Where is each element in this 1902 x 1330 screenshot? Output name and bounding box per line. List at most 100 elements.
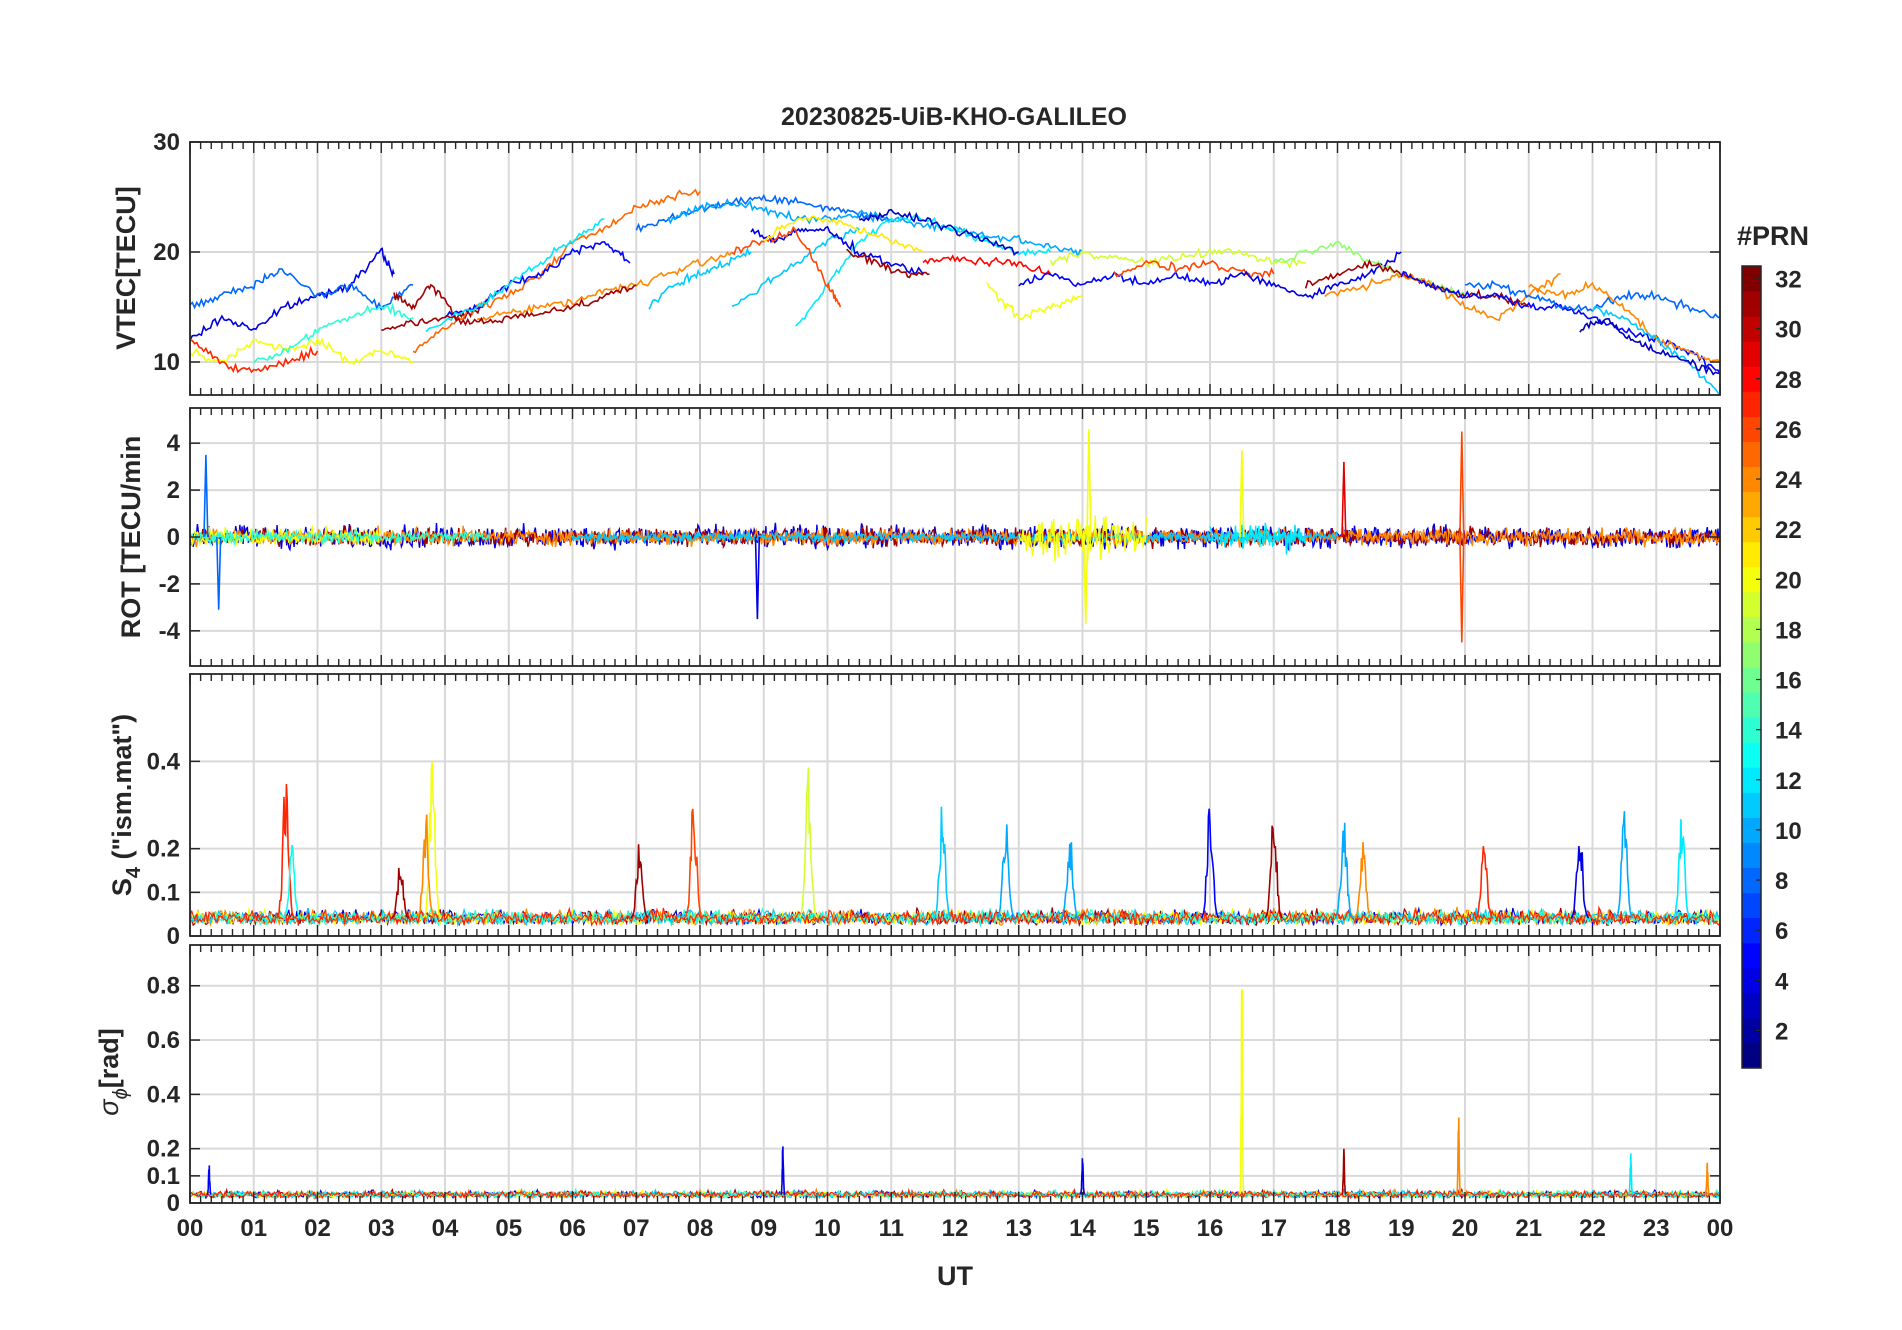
colorbar-swatch-prn-22 <box>1742 516 1761 543</box>
x-tick-label: 00 <box>177 1215 204 1242</box>
x-tick-label: 05 <box>495 1215 522 1242</box>
panel-sigma-ytick-label: 0.1 <box>147 1163 180 1190</box>
rot-peak-prn-4 <box>754 536 761 620</box>
panel-rot-ytick-label: 0 <box>167 524 180 551</box>
rot-peak-prn-20 <box>1239 450 1245 538</box>
chart-title: 20230825-UiB-KHO-GALILEO <box>781 103 1127 131</box>
vtec-series-prn-8 <box>190 268 414 312</box>
rot-peak-prn-20 <box>1086 429 1092 538</box>
panel-vtec-ytick-label: 10 <box>153 349 180 376</box>
colorbar-swatch-prn-15 <box>1742 692 1761 718</box>
panel-s4-ytick-label: 0.2 <box>147 836 180 863</box>
vtec-series-prn-27 <box>190 339 319 374</box>
x-tick-label: 19 <box>1388 1215 1415 1242</box>
s4-ylabel-s: S <box>107 878 137 896</box>
colorbar-swatch-prn-29 <box>1742 341 1761 367</box>
vtec-series-prn-24 <box>1324 272 1561 322</box>
rot-series-prn-12 <box>1209 522 1307 555</box>
panel-vtec-axes: 10 20 30 <box>153 129 1721 396</box>
colorbar-swatch-prn-17 <box>1742 641 1761 668</box>
panel-sigma-burst-prn-4 <box>780 1146 786 1196</box>
x-axis-label: UT <box>937 1261 973 1291</box>
x-tick-label: 10 <box>814 1215 841 1242</box>
panel-sigma-ytick-label: 0 <box>167 1190 180 1217</box>
panel-s4-lines <box>190 761 1720 928</box>
panel-vtec-lines <box>190 188 1720 395</box>
colorbar-label: #PRN <box>1737 221 1809 251</box>
x-tick-label: 18 <box>1324 1215 1351 1242</box>
panel-rot: -4 -2 0 2 4 ROT [TECU/min <box>116 407 1721 667</box>
vtec-series-prn-4 <box>190 247 395 341</box>
panel-sigma-burst-prn-5 <box>206 1165 212 1196</box>
panel-s4-burst-prn-27 <box>1474 846 1494 919</box>
x-tick-label: 23 <box>1643 1215 1670 1242</box>
colorbar-swatch-prn-11 <box>1742 792 1761 818</box>
panel-sigma: 00.10.2 0.4 0.6 0.8 σϕ[rad] <box>94 944 1721 1217</box>
colorbar-swatch-prn-7 <box>1742 892 1761 919</box>
panel-s4-burst-prn-24 <box>416 814 436 919</box>
colorbar-swatch-prn-1 <box>1742 1042 1761 1069</box>
colorbar-swatch-prn-18 <box>1742 616 1761 643</box>
panel-s4-burst-prn-5 <box>1200 808 1220 919</box>
vtec-series-prn-3 <box>1579 318 1720 376</box>
panel-rot-ytick-label: -2 <box>159 571 180 598</box>
rot-peak-prn-29 <box>1341 461 1347 538</box>
x-tick-label: 17 <box>1260 1215 1287 1242</box>
x-tick-label: 15 <box>1133 1215 1160 1242</box>
vtec-series-prn-31 <box>393 283 484 322</box>
x-tick-label: 14 <box>1069 1215 1096 1242</box>
colorbar-tick-label: 8 <box>1775 868 1788 895</box>
colorbar-swatch-prn-24 <box>1742 466 1761 493</box>
colorbar-swatch-prn-30 <box>1742 316 1761 342</box>
panel-s4-noise-prn-27 <box>190 905 1720 927</box>
panel-sigma-ytick-label: 0.6 <box>147 1027 180 1054</box>
colorbar-swatch-prn-21 <box>1742 541 1761 568</box>
panel-s4-burst-prn-19 <box>798 767 818 919</box>
sigma-ylabel-sigma: σ <box>94 1098 124 1116</box>
panel-sigma-ylabel: σϕ[rad] <box>94 1028 132 1115</box>
panel-s4-burst-prn-11 <box>932 806 952 919</box>
panel-s4-burst-prn-10 <box>1614 811 1634 919</box>
colorbar-tick-label: 6 <box>1775 918 1788 945</box>
colorbar-swatch-prn-8 <box>1742 867 1761 894</box>
colorbar-tick-label: 18 <box>1775 617 1802 644</box>
panel-s4-burst-prn-31 <box>391 867 410 919</box>
panel-sigma-axes: 00.10.2 0.4 0.6 0.8 <box>147 944 1721 1217</box>
panel-rot-axes: -4 -2 0 2 4 <box>159 407 1721 667</box>
panel-rot-ytick-label: 2 <box>167 477 180 504</box>
vtec-series-prn-24 <box>1528 280 1720 364</box>
colorbar-tick-label: 22 <box>1775 517 1802 544</box>
colorbar-swatch-prn-6 <box>1742 917 1761 944</box>
panel-s4-burst-prn-10 <box>1334 822 1354 919</box>
colorbar-swatch-prn-32 <box>1742 266 1761 292</box>
panel-vtec-ytick-label: 30 <box>153 129 180 156</box>
vtec-series-prn-4 <box>750 225 924 275</box>
vtec-series-prn-5 <box>444 241 631 318</box>
vtec-series-prn-24 <box>476 251 733 322</box>
rot-series-prn-14 <box>190 527 491 547</box>
colorbar-tick-label: 30 <box>1775 317 1802 344</box>
vtec-series-prn-19 <box>1049 247 1306 269</box>
vtec-series-prn-21 <box>763 215 924 253</box>
colorbar-swatch-prn-9 <box>1742 842 1761 868</box>
sigma-ylabel-phi: ϕ <box>110 1088 132 1099</box>
panel-sigma-burst-prn-24 <box>1455 1117 1462 1195</box>
colorbar-tick-label: 14 <box>1775 718 1802 745</box>
panel-s4-burst-prn-27 <box>276 783 296 919</box>
panel-s4-ytick-label: 0 <box>167 923 180 950</box>
vtec-series-prn-10 <box>667 197 1084 259</box>
colorbar-swatches <box>1742 266 1761 1069</box>
colorbar-swatch-prn-25 <box>1742 441 1761 467</box>
panel-sigma-ytick-label: 0.4 <box>147 1081 181 1108</box>
x-tick-label: 22 <box>1579 1215 1606 1242</box>
panel-sigma-burst-prn-31 <box>1341 1148 1347 1196</box>
x-tick-label: 12 <box>942 1215 969 1242</box>
x-tick-label: 08 <box>687 1215 714 1242</box>
vtec-series-prn-12 <box>425 218 605 333</box>
colorbar-tick-label: 20 <box>1775 567 1802 594</box>
x-tick-label: 00 <box>1707 1215 1734 1242</box>
colorbar-swatch-prn-13 <box>1742 742 1761 768</box>
rot-peak-prn-26 <box>1459 431 1465 538</box>
